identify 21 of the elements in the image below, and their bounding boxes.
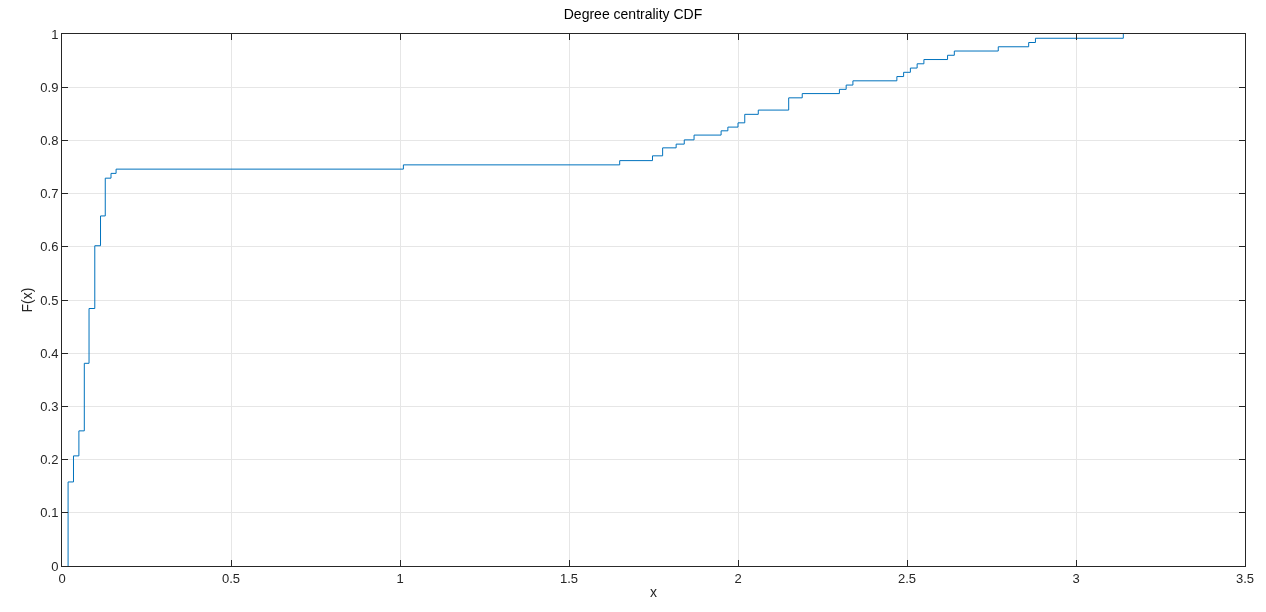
y-tick-label: 0 [51, 558, 59, 574]
y-tick-label: 0.2 [40, 452, 59, 468]
chart-title: Degree centrality CDF [563, 5, 703, 22]
x-tick-label: 3.5 [1235, 570, 1255, 586]
x-axis-title: x [650, 583, 657, 600]
y-tick-label: 1 [51, 26, 59, 42]
y-tick-label: 0.1 [40, 505, 59, 521]
y-tick-label: 0.4 [40, 345, 59, 361]
x-tick-label: 1.5 [559, 570, 579, 586]
y-tick-label: 0.3 [40, 398, 59, 414]
y-axis-title: F(x) [18, 287, 35, 313]
y-tick-label: 0.5 [40, 292, 59, 308]
x-tick-label: 3 [1072, 570, 1080, 586]
y-tick-label: 0.7 [40, 186, 59, 202]
x-tick-label: 0.5 [221, 570, 241, 586]
x-tick-label: 2 [734, 570, 742, 586]
x-tick-label: 1 [396, 570, 404, 586]
y-tick-label: 0.6 [40, 239, 59, 255]
x-tick-label: 2.5 [897, 570, 917, 586]
y-tick-label: 0.8 [40, 132, 59, 148]
y-tick-label: 0.9 [40, 79, 59, 95]
